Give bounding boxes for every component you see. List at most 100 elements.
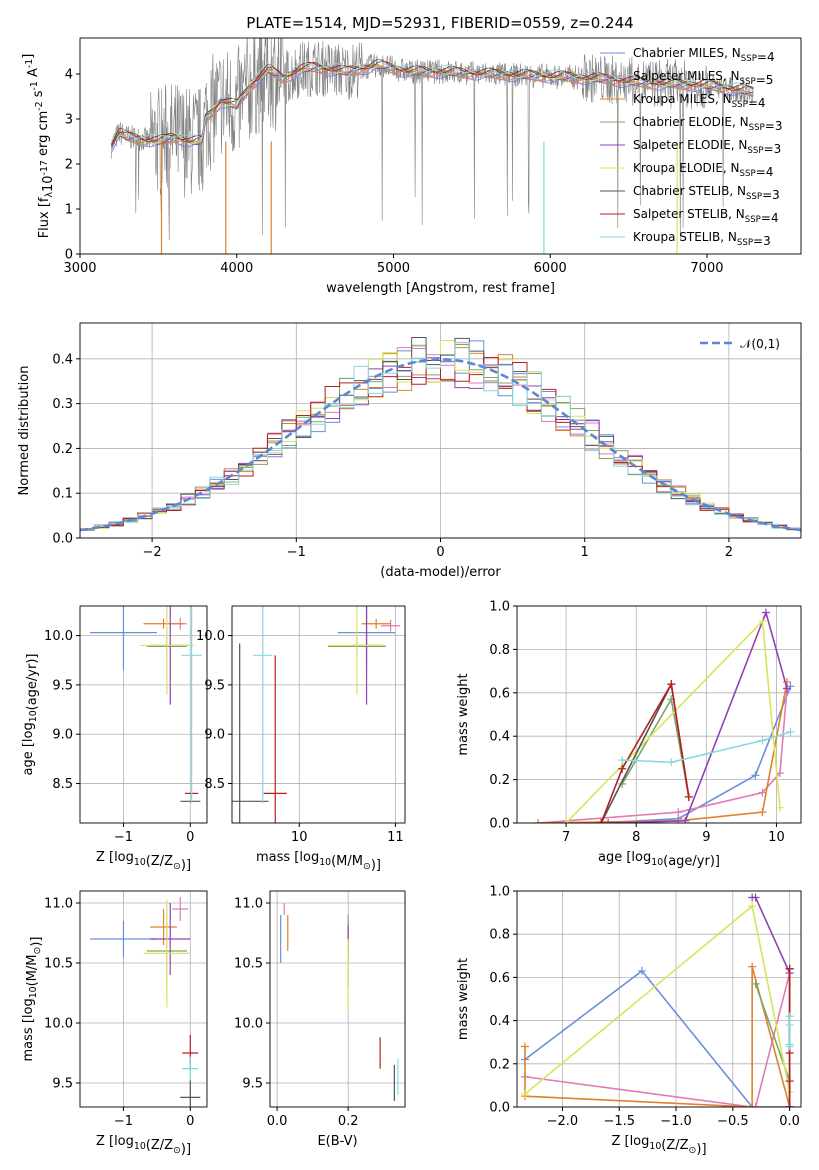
x-tick-label: 0.0: [267, 1114, 288, 1129]
legend-entry: Chabrier ELODIE, NSSP=3: [633, 115, 782, 133]
y-tick-label: 1.0: [489, 885, 510, 900]
weight-marker: [751, 771, 760, 780]
x-axis-label: E(B-V): [317, 1134, 357, 1149]
weight-marker: [782, 684, 791, 693]
model-spectrum: [110, 58, 754, 142]
y-tick-label: 1: [65, 203, 73, 218]
y-axis-label: age [log10(age/yr)]: [21, 654, 40, 776]
y-tick-label: 4: [65, 68, 73, 83]
x-axis-label: age [log10(age/yr)]: [598, 850, 720, 869]
x-tick-label: 7: [562, 830, 570, 845]
plot-area-weight-vs-Z: [520, 893, 794, 1107]
axes-mass-vs-Z: −1 0 9.5 10.0 10.5 11.0 Z [log10(Z/Z⊙)] mass [l…: [21, 890, 208, 1157]
data-point: [143, 899, 191, 1008]
axes-frame: [79, 890, 208, 1108]
weight-marker: [785, 1103, 794, 1107]
plot-area-spectrum: [110, 38, 754, 254]
legend-entry: Kroupa STELIB, NSSP=3: [633, 230, 771, 248]
plot-area-age-vs-mass: [232, 606, 401, 823]
x-tick-label: −1.0: [660, 1114, 692, 1129]
legend-entry: Kroupa MILES, NSSP=4: [633, 92, 766, 110]
x-tick-label: 4000: [220, 261, 253, 276]
weight-marker: [637, 966, 646, 975]
x-tick-label: −1: [114, 1114, 133, 1129]
y-tick-label: 0.0: [52, 532, 73, 547]
weight-marker: [751, 1103, 760, 1107]
weight-marker: [751, 979, 760, 988]
weight-marker: [667, 758, 676, 767]
y-tick-label: 0.3: [52, 397, 73, 412]
x-tick-label: 0: [186, 1114, 194, 1129]
axes-frame: [79, 37, 802, 255]
y-axis-label: Normed distribution: [17, 366, 32, 496]
weight-marker: [604, 819, 613, 823]
data-point: [143, 618, 184, 629]
weight-marker: [785, 1012, 794, 1021]
model-spectrum: [110, 58, 754, 146]
data-point: [263, 655, 287, 823]
weight-marker: [758, 788, 767, 797]
weight-marker: [562, 819, 571, 823]
data-point: [90, 921, 157, 957]
axes-frame: [79, 605, 208, 824]
y-axis-label: mass [log10(M/M⊙)]: [21, 937, 44, 1062]
weight-marker: [520, 1090, 529, 1099]
plot-area-weight-vs-age: [534, 608, 795, 823]
x-tick-label: −2: [143, 545, 162, 560]
x-axis-label: Z [log10(Z/Z⊙)]: [611, 1134, 706, 1157]
y-tick-label: 8.5: [204, 777, 225, 792]
x-tick-label: 5000: [377, 261, 410, 276]
x-tick-label: 3000: [63, 261, 96, 276]
axes-weight-vs-age: 7 8 9 10 0.0 0.2 0.4 0.6 0.8 1.0 age [log10(age/yr…: [456, 600, 802, 869]
axes-residuals: −2 −1 0 1 2 0.0 0.1 0.2 0.3 0.4 (data-model)/error…: [17, 322, 802, 580]
weight-marker: [761, 608, 770, 617]
axes-frame: [516, 890, 802, 1108]
x-tick-label: 0.2: [338, 1114, 359, 1129]
legend-entry: Salpeter ELODIE, NSSP=3: [633, 138, 781, 156]
x-tick-label: 11: [387, 830, 404, 845]
weight-marker: [786, 727, 795, 736]
weight-series: [524, 969, 790, 1107]
y-tick-label: 0.6: [489, 686, 510, 701]
weight-marker: [758, 617, 767, 626]
axes-spectrum: 3000 4000 5000 6000 7000 0 1 2 3 4 wavelength [Ang…: [21, 37, 802, 296]
x-tick-label: 8: [632, 830, 640, 845]
x-tick-label: −2.0: [547, 1114, 579, 1129]
weight-series: [622, 731, 791, 764]
weight-series: [600, 681, 690, 823]
y-axis-label: Flux [fλ10-17 erg cm-2 s-1 A-1]: [21, 54, 56, 239]
data-point: [380, 619, 401, 632]
data-point: [232, 643, 269, 823]
y-tick-label: 0.4: [489, 730, 510, 745]
y-tick-label: 0.2: [489, 1057, 510, 1072]
x-axis-label: mass [log10(M/M⊙)]: [256, 850, 381, 873]
weight-series: [600, 681, 690, 823]
histogram-series: [80, 341, 801, 538]
data-point: [253, 606, 273, 804]
y-tick-label: 9.0: [204, 728, 225, 743]
weight-series: [524, 966, 791, 1107]
axes-frame: [231, 605, 406, 824]
weight-marker: [618, 756, 627, 765]
x-tick-label: 0: [436, 545, 444, 560]
weight-marker: [785, 1042, 794, 1051]
weight-marker: [785, 1077, 794, 1086]
weight-marker: [785, 1020, 794, 1029]
x-axis-label: Z [log10(Z/Z⊙)]: [96, 850, 191, 873]
legend-entry: Salpeter MILES, NSSP=5: [633, 69, 773, 87]
weight-series: [565, 619, 781, 823]
plot-area-age-vs-Z: [90, 606, 202, 804]
data-point: [181, 606, 202, 804]
legend-entry: Kroupa ELODIE, NSSP=4: [633, 161, 773, 179]
weight-marker: [618, 764, 627, 773]
figure-title: PLATE=1514, MJD=52931, FIBERID=0559, z=0…: [246, 14, 633, 32]
weight-marker: [748, 1103, 757, 1107]
y-tick-label: 9.5: [204, 678, 225, 693]
axes-weight-vs-Z: −2.0 −1.5 −1.0 −0.5 0.0 0.0 0.2 0.4 0.6 0.8 1.0 Z […: [456, 885, 802, 1157]
x-tick-label: 2: [725, 545, 733, 560]
weight-marker: [534, 819, 543, 823]
weight-marker: [684, 792, 693, 801]
y-tick-label: 0.2: [489, 773, 510, 788]
y-tick-label: 0.0: [489, 1101, 510, 1116]
